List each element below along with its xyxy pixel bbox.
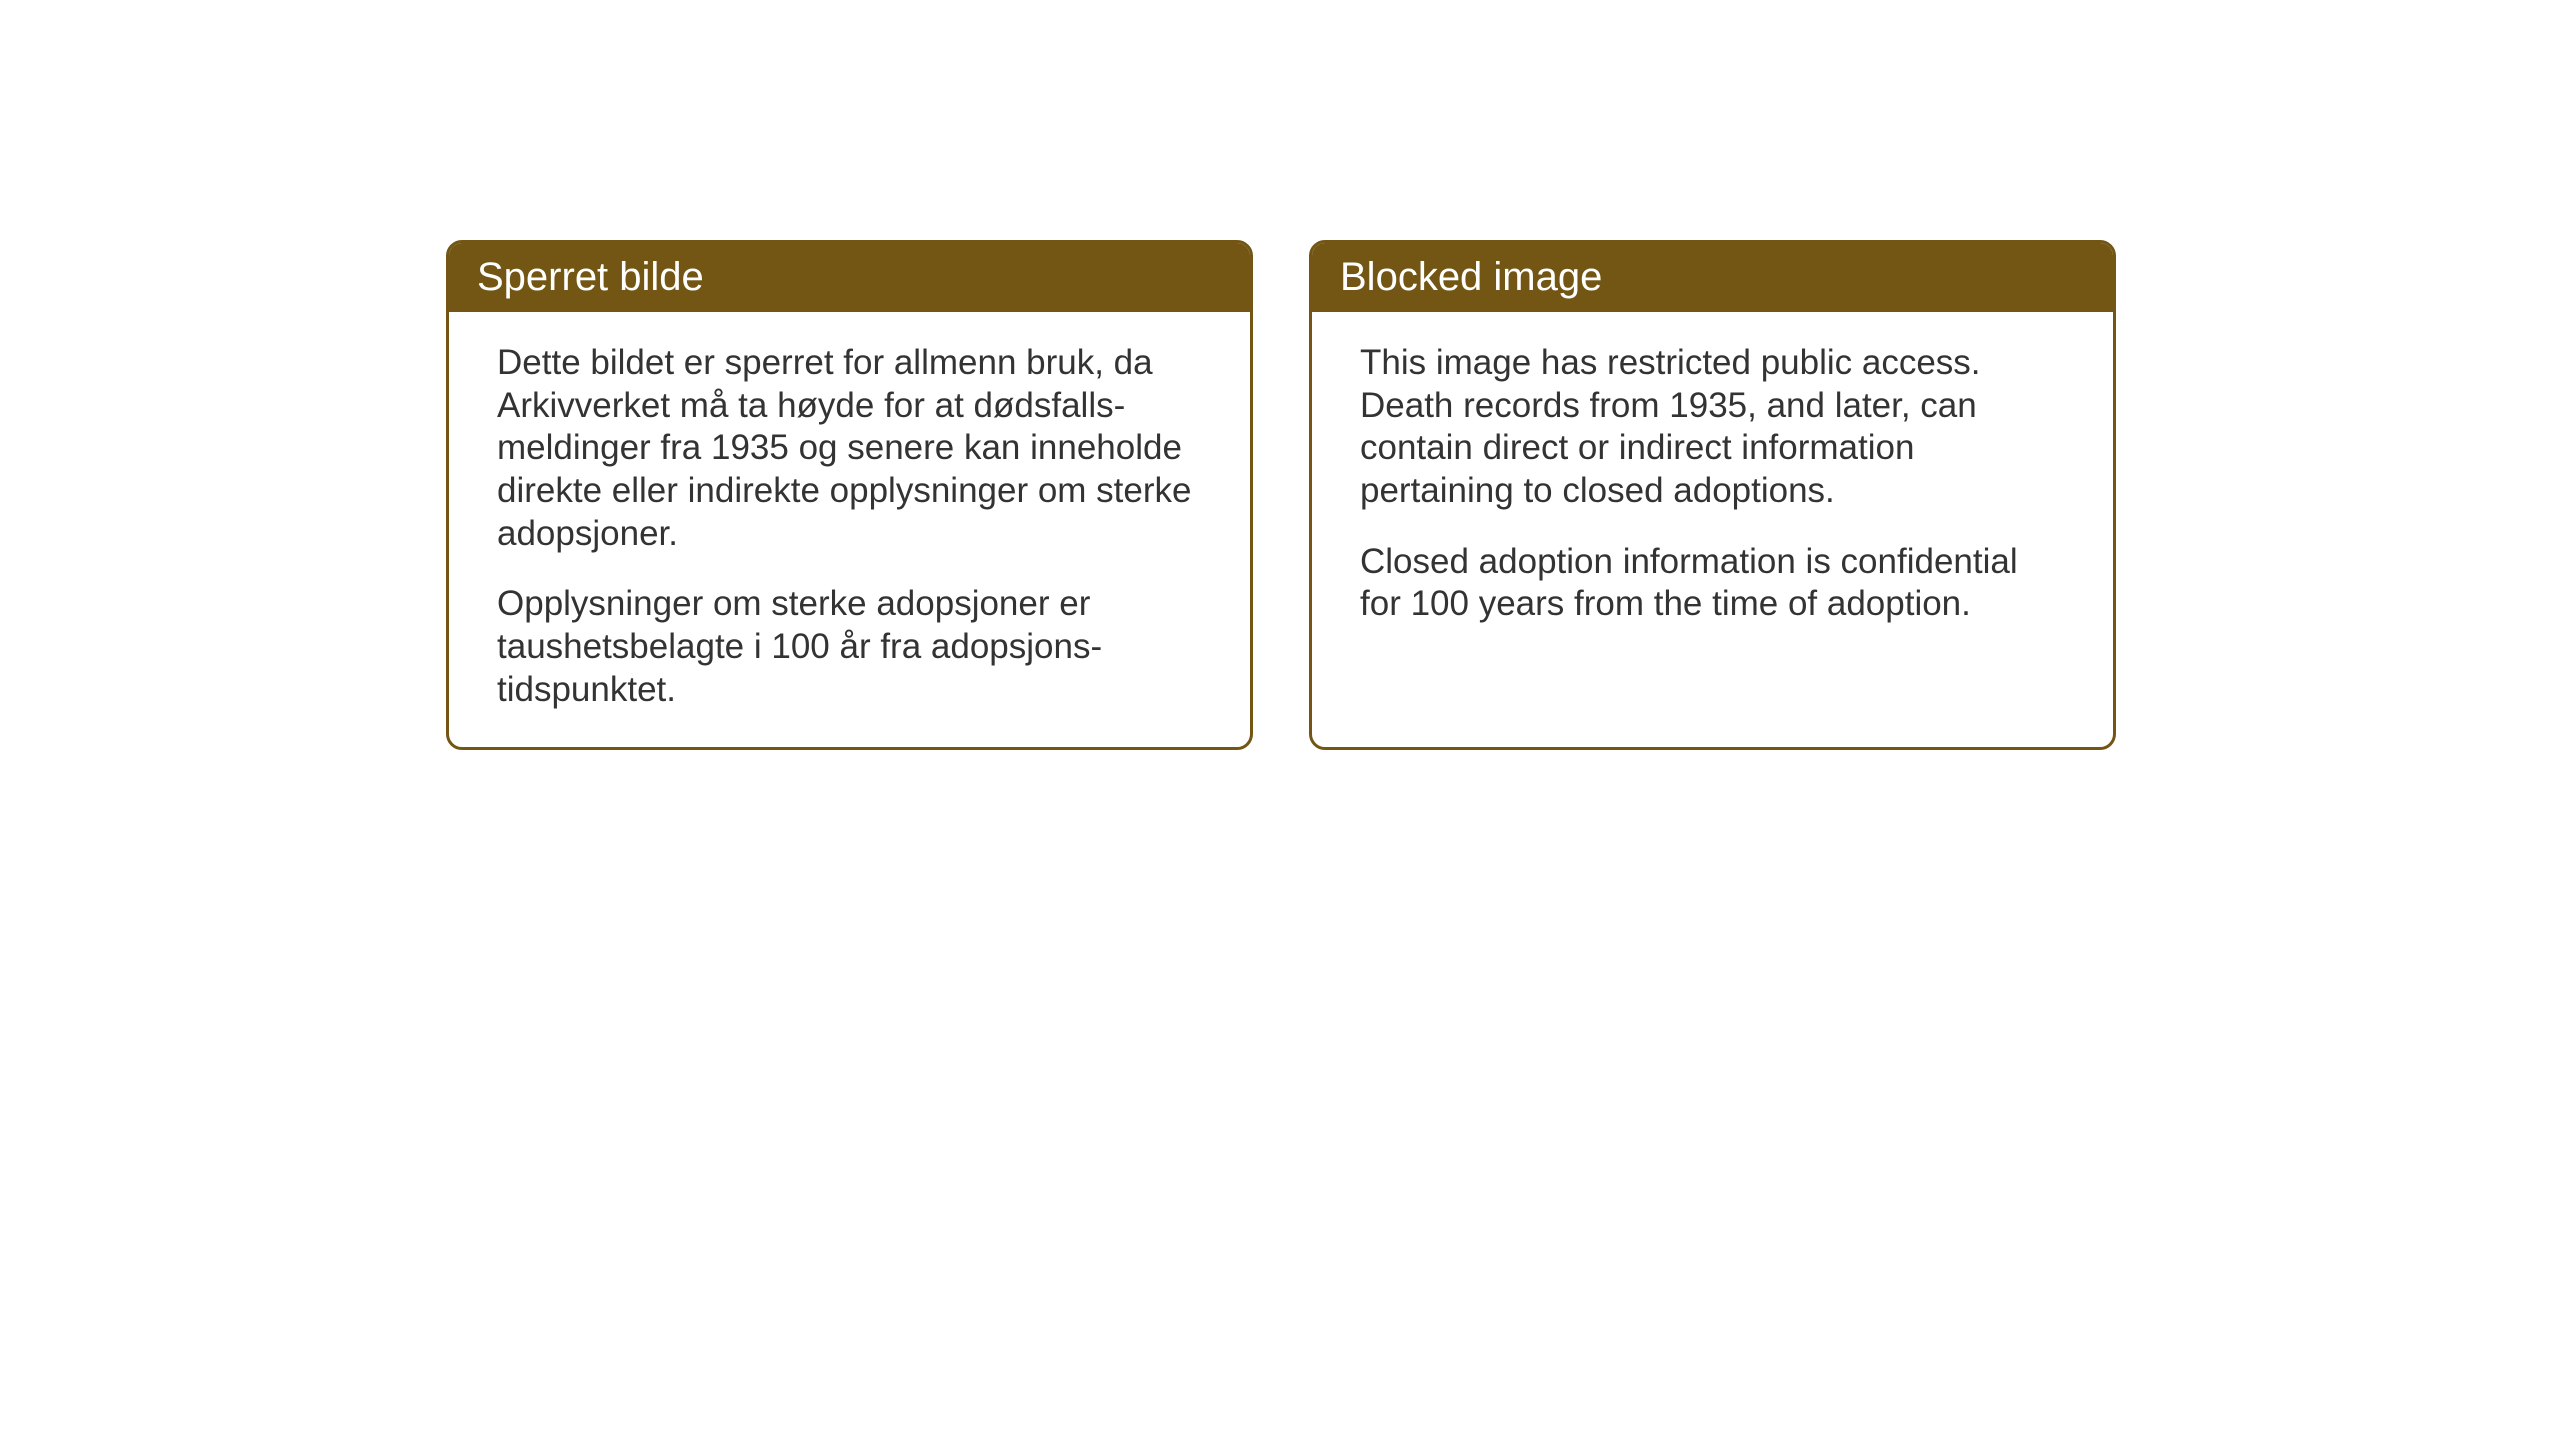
blocked-image-card-norwegian: Sperret bilde Dette bildet er sperret fo… (446, 240, 1253, 750)
card-header-norwegian: Sperret bilde (449, 243, 1250, 312)
card-body-english: This image has restricted public access.… (1312, 312, 2113, 666)
blocked-image-card-english: Blocked image This image has restricted … (1309, 240, 2116, 750)
paragraph-1-norwegian: Dette bildet er sperret for allmenn bruk… (497, 342, 1202, 555)
card-title-english: Blocked image (1340, 255, 1602, 299)
paragraph-2-english: Closed adoption information is confident… (1360, 541, 2065, 626)
paragraph-2-norwegian: Opplysninger om sterke adopsjoner er tau… (497, 583, 1202, 711)
card-title-norwegian: Sperret bilde (477, 255, 704, 299)
card-body-norwegian: Dette bildet er sperret for allmenn bruk… (449, 312, 1250, 750)
card-header-english: Blocked image (1312, 243, 2113, 312)
cards-container: Sperret bilde Dette bildet er sperret fo… (446, 240, 2116, 750)
paragraph-1-english: This image has restricted public access.… (1360, 342, 2065, 513)
